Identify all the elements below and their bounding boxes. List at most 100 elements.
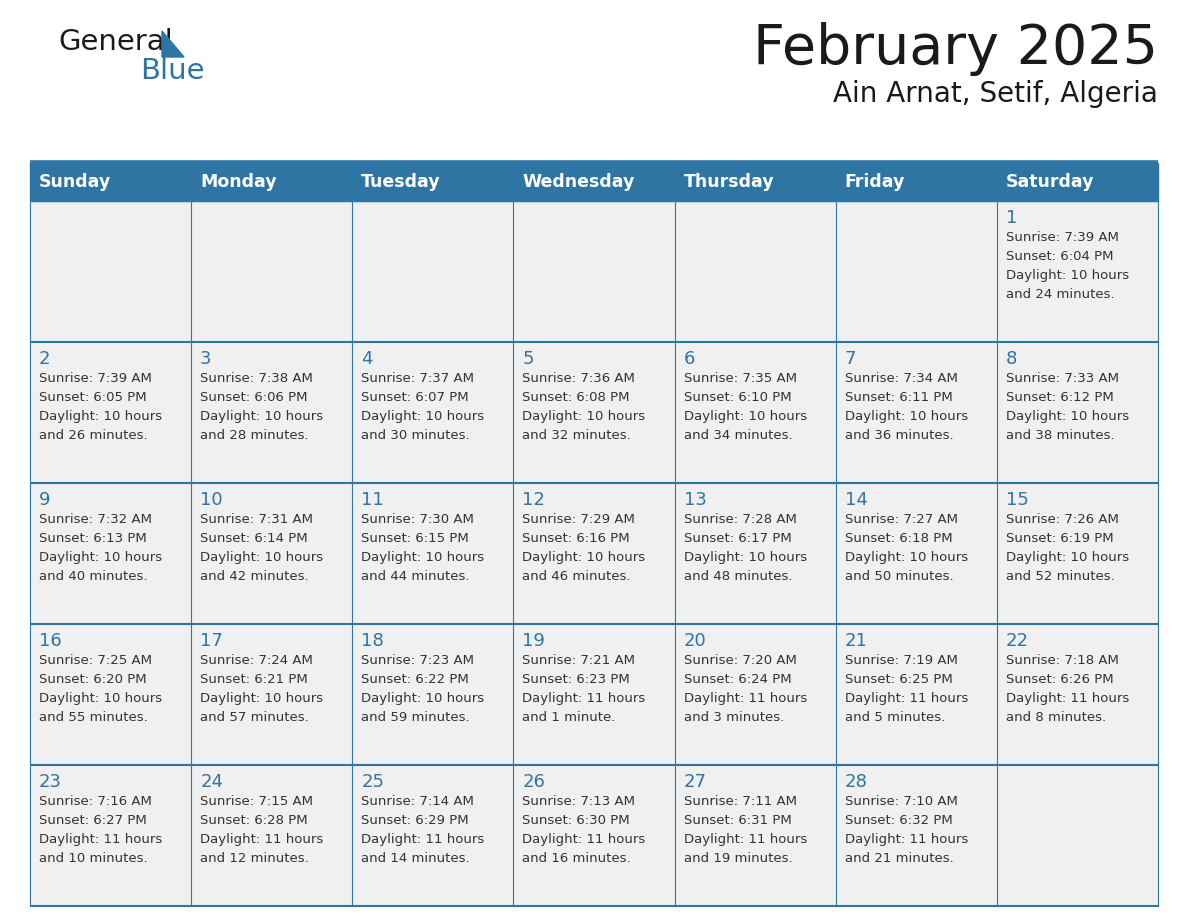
Bar xyxy=(997,624,1158,765)
Text: and 34 minutes.: and 34 minutes. xyxy=(683,429,792,442)
Text: General: General xyxy=(58,28,172,56)
Text: Sunset: 6:14 PM: Sunset: 6:14 PM xyxy=(200,532,308,545)
Text: Sunrise: 7:37 AM: Sunrise: 7:37 AM xyxy=(361,372,474,385)
Text: Daylight: 10 hours: Daylight: 10 hours xyxy=(39,551,162,564)
Bar xyxy=(835,483,997,624)
Text: Sunrise: 7:30 AM: Sunrise: 7:30 AM xyxy=(361,513,474,526)
Bar xyxy=(675,342,835,483)
Bar xyxy=(30,201,191,342)
Text: Daylight: 11 hours: Daylight: 11 hours xyxy=(845,692,968,705)
Text: Daylight: 11 hours: Daylight: 11 hours xyxy=(845,833,968,846)
Text: Tuesday: Tuesday xyxy=(361,173,441,191)
Text: and 26 minutes.: and 26 minutes. xyxy=(39,429,147,442)
Bar xyxy=(191,483,353,624)
Text: and 28 minutes.: and 28 minutes. xyxy=(200,429,309,442)
Text: Sunrise: 7:20 AM: Sunrise: 7:20 AM xyxy=(683,654,796,667)
Text: and 10 minutes.: and 10 minutes. xyxy=(39,852,147,865)
Text: and 55 minutes.: and 55 minutes. xyxy=(39,711,147,724)
Text: 3: 3 xyxy=(200,350,211,368)
Text: Sunset: 6:13 PM: Sunset: 6:13 PM xyxy=(39,532,147,545)
Text: Sunrise: 7:13 AM: Sunrise: 7:13 AM xyxy=(523,795,636,808)
Text: Sunset: 6:30 PM: Sunset: 6:30 PM xyxy=(523,814,630,827)
Text: 11: 11 xyxy=(361,491,384,509)
Text: Daylight: 10 hours: Daylight: 10 hours xyxy=(200,410,323,423)
Bar xyxy=(675,201,835,342)
Text: Sunrise: 7:26 AM: Sunrise: 7:26 AM xyxy=(1006,513,1119,526)
Text: 21: 21 xyxy=(845,632,867,650)
Text: 25: 25 xyxy=(361,773,384,791)
Text: 15: 15 xyxy=(1006,491,1029,509)
Text: and 30 minutes.: and 30 minutes. xyxy=(361,429,470,442)
Text: Blue: Blue xyxy=(140,57,204,85)
Text: Sunset: 6:11 PM: Sunset: 6:11 PM xyxy=(845,391,953,404)
Text: 22: 22 xyxy=(1006,632,1029,650)
Text: Sunset: 6:24 PM: Sunset: 6:24 PM xyxy=(683,673,791,686)
Text: Daylight: 10 hours: Daylight: 10 hours xyxy=(39,692,162,705)
Text: 23: 23 xyxy=(39,773,62,791)
Text: Wednesday: Wednesday xyxy=(523,173,634,191)
Text: Sunset: 6:16 PM: Sunset: 6:16 PM xyxy=(523,532,630,545)
Text: Sunrise: 7:39 AM: Sunrise: 7:39 AM xyxy=(39,372,152,385)
Text: Thursday: Thursday xyxy=(683,173,775,191)
Text: and 48 minutes.: and 48 minutes. xyxy=(683,570,792,583)
Text: Sunrise: 7:25 AM: Sunrise: 7:25 AM xyxy=(39,654,152,667)
Text: and 42 minutes.: and 42 minutes. xyxy=(200,570,309,583)
Text: Sunrise: 7:10 AM: Sunrise: 7:10 AM xyxy=(845,795,958,808)
Text: Sunrise: 7:34 AM: Sunrise: 7:34 AM xyxy=(845,372,958,385)
Text: Daylight: 10 hours: Daylight: 10 hours xyxy=(200,692,323,705)
Text: Sunrise: 7:27 AM: Sunrise: 7:27 AM xyxy=(845,513,958,526)
Text: Sunrise: 7:35 AM: Sunrise: 7:35 AM xyxy=(683,372,797,385)
Text: Sunday: Sunday xyxy=(39,173,112,191)
Text: Sunset: 6:17 PM: Sunset: 6:17 PM xyxy=(683,532,791,545)
Text: 19: 19 xyxy=(523,632,545,650)
Text: Sunset: 6:18 PM: Sunset: 6:18 PM xyxy=(845,532,953,545)
Text: Daylight: 11 hours: Daylight: 11 hours xyxy=(683,833,807,846)
Text: Monday: Monday xyxy=(200,173,277,191)
Text: Sunset: 6:23 PM: Sunset: 6:23 PM xyxy=(523,673,630,686)
Text: Sunset: 6:27 PM: Sunset: 6:27 PM xyxy=(39,814,147,827)
Text: 13: 13 xyxy=(683,491,707,509)
Text: Sunrise: 7:29 AM: Sunrise: 7:29 AM xyxy=(523,513,636,526)
Text: and 46 minutes.: and 46 minutes. xyxy=(523,570,631,583)
Text: Sunrise: 7:28 AM: Sunrise: 7:28 AM xyxy=(683,513,796,526)
Text: 7: 7 xyxy=(845,350,857,368)
Text: Sunrise: 7:11 AM: Sunrise: 7:11 AM xyxy=(683,795,797,808)
Text: Daylight: 11 hours: Daylight: 11 hours xyxy=(523,692,646,705)
Text: 14: 14 xyxy=(845,491,867,509)
Text: Ain Arnat, Setif, Algeria: Ain Arnat, Setif, Algeria xyxy=(833,80,1158,108)
Bar xyxy=(675,624,835,765)
Bar xyxy=(191,342,353,483)
Text: Sunrise: 7:18 AM: Sunrise: 7:18 AM xyxy=(1006,654,1119,667)
Text: Sunset: 6:31 PM: Sunset: 6:31 PM xyxy=(683,814,791,827)
Text: Daylight: 10 hours: Daylight: 10 hours xyxy=(845,410,968,423)
Bar xyxy=(513,201,675,342)
Text: and 1 minute.: and 1 minute. xyxy=(523,711,615,724)
Bar xyxy=(675,483,835,624)
Text: 6: 6 xyxy=(683,350,695,368)
Text: 16: 16 xyxy=(39,632,62,650)
Text: Sunset: 6:26 PM: Sunset: 6:26 PM xyxy=(1006,673,1113,686)
Text: Sunset: 6:10 PM: Sunset: 6:10 PM xyxy=(683,391,791,404)
Bar xyxy=(835,765,997,906)
Text: and 36 minutes.: and 36 minutes. xyxy=(845,429,953,442)
Text: Daylight: 11 hours: Daylight: 11 hours xyxy=(200,833,323,846)
Text: Daylight: 10 hours: Daylight: 10 hours xyxy=(1006,410,1129,423)
Bar xyxy=(30,483,191,624)
Text: 24: 24 xyxy=(200,773,223,791)
Text: Daylight: 10 hours: Daylight: 10 hours xyxy=(361,692,485,705)
Text: Sunrise: 7:14 AM: Sunrise: 7:14 AM xyxy=(361,795,474,808)
Text: Friday: Friday xyxy=(845,173,905,191)
Bar xyxy=(513,342,675,483)
Text: Sunrise: 7:32 AM: Sunrise: 7:32 AM xyxy=(39,513,152,526)
Text: Sunset: 6:28 PM: Sunset: 6:28 PM xyxy=(200,814,308,827)
Text: Sunrise: 7:31 AM: Sunrise: 7:31 AM xyxy=(200,513,314,526)
Bar xyxy=(675,765,835,906)
Text: Sunset: 6:19 PM: Sunset: 6:19 PM xyxy=(1006,532,1113,545)
Bar xyxy=(997,483,1158,624)
Bar xyxy=(353,483,513,624)
Bar xyxy=(513,765,675,906)
Text: Daylight: 10 hours: Daylight: 10 hours xyxy=(1006,269,1129,282)
Text: 5: 5 xyxy=(523,350,533,368)
Bar xyxy=(353,624,513,765)
Text: Sunrise: 7:19 AM: Sunrise: 7:19 AM xyxy=(845,654,958,667)
